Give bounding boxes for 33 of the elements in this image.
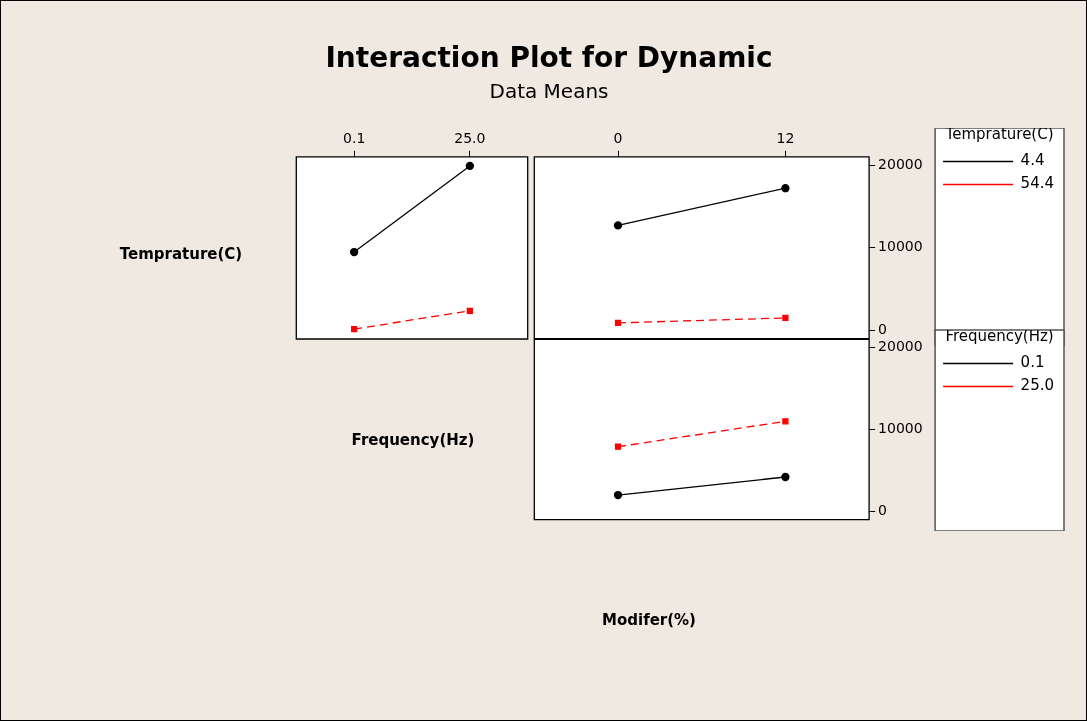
- y-tick-label: 0: [878, 502, 888, 519]
- legend-label: 4.4: [1020, 151, 1045, 170]
- point: [781, 472, 790, 482]
- y-axis-title: Temprature(C): [118, 245, 244, 263]
- legend-label: 54.4: [1020, 174, 1055, 193]
- y-tick-label: 20000: [878, 338, 923, 355]
- x-axis-title: Frequency(Hz): [350, 431, 476, 449]
- legend-title: Frequency(Hz): [945, 327, 1054, 346]
- point: [350, 247, 359, 257]
- y-tick-label: 10000: [878, 238, 923, 255]
- point: [613, 490, 623, 500]
- x-axis-title: Modifer(%): [601, 611, 697, 629]
- y-tick-label: 0: [878, 320, 888, 337]
- x-tick-label: 12: [776, 130, 795, 147]
- legend-label: 0.1: [1020, 353, 1045, 372]
- y-tick-label: 10000: [878, 420, 923, 437]
- legend-title: Temprature(C): [944, 125, 1054, 144]
- point: [465, 161, 474, 171]
- point: [614, 443, 622, 450]
- point: [466, 307, 473, 314]
- x-tick-label: 0.1: [343, 130, 366, 147]
- point: [614, 319, 622, 327]
- point: [613, 221, 623, 230]
- chart-title: Interaction Plot for Dynamic: [324, 41, 774, 74]
- point: [782, 418, 789, 425]
- chart-subtitle: Data Means: [488, 79, 610, 103]
- point: [351, 325, 358, 333]
- x-tick-label: 0: [613, 130, 623, 147]
- point: [782, 314, 789, 322]
- y-tick-label: 20000: [878, 155, 923, 172]
- x-tick-label: 25.0: [454, 130, 486, 147]
- legend-label: 25.0: [1020, 376, 1055, 395]
- point: [781, 184, 790, 193]
